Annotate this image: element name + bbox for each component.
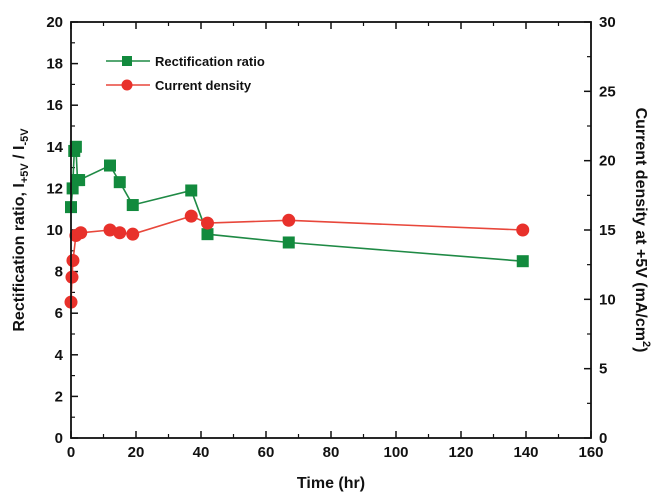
rectification-ratio-point: [516, 255, 529, 268]
rectification-ratio-point: [282, 236, 295, 249]
right-y-axis-title-part: Current density at +5V (mA/cm: [632, 108, 649, 341]
current-density-line: [70, 215, 523, 303]
current-density-point: [201, 216, 214, 230]
left-y-axis-title-part: Rectification ratio, I: [11, 183, 28, 331]
rectification-ratio-line: [70, 146, 523, 262]
x-tick-label: 0: [67, 444, 75, 461]
right-y-axis-title-part: ): [632, 347, 649, 352]
left-y-tick-label: 0: [55, 430, 63, 447]
left-y-tick-label: 18: [46, 56, 63, 73]
rectification-ratio-point: [126, 199, 139, 212]
left-y-tick-label: 10: [46, 222, 63, 239]
right-y-tick-label: 10: [599, 291, 616, 308]
left-y-tick-label: 16: [46, 97, 63, 114]
right-y-tick-label: 25: [599, 83, 616, 100]
rectification-ratio-point: [104, 159, 116, 172]
x-axis-title: Time (hr): [297, 475, 365, 492]
plot-frame: [70, 21, 592, 439]
x-tick-label: 20: [128, 444, 145, 461]
legend: Rectification ratio Current density: [106, 54, 265, 93]
right-y-tick-label: 30: [599, 14, 616, 31]
x-tick-label: 40: [193, 444, 210, 461]
rectification-ratio-point: [185, 184, 198, 197]
x-tick-label: 80: [323, 444, 340, 461]
left-y-tick-label: 6: [55, 305, 63, 322]
axis-ticks: 0 20 40 60 80 100 120 140 1600246810121416182005…: [46, 14, 615, 461]
left-y-axis-title-part: -5V: [19, 128, 31, 146]
left-y-tick-label: 20: [46, 14, 63, 31]
current-density-point: [103, 223, 117, 237]
left-y-tick-label: 12: [46, 180, 63, 197]
right-y-tick-label: 0: [599, 430, 607, 447]
current-density-point: [74, 226, 88, 240]
right-y-tick-label: 20: [599, 153, 616, 170]
left-y-tick-label: 8: [55, 264, 63, 281]
legend-marker-current-density: [121, 79, 133, 91]
current-density-point: [113, 226, 127, 240]
current-density-point: [66, 254, 80, 268]
legend-marker-rectification-ratio: [122, 56, 132, 66]
right-y-tick-label: 15: [599, 222, 616, 239]
left-y-tick-label: 4: [55, 347, 64, 364]
x-tick-label: 100: [383, 444, 408, 461]
legend-label-rectification-ratio: Rectification ratio: [155, 54, 265, 69]
current-density-point: [282, 213, 296, 227]
right-y-tick-label: 5: [599, 361, 607, 378]
current-density-point: [184, 209, 198, 223]
left-y-axis-title: Rectification ratio, I+5V / I-5V: [11, 128, 31, 332]
x-tick-label: 140: [513, 444, 538, 461]
x-tick-label: 160: [578, 444, 603, 461]
series-layer: [64, 140, 530, 309]
left-y-axis-title-part: +5V: [19, 163, 31, 184]
current-density-point: [65, 270, 79, 284]
current-density-point: [126, 227, 140, 241]
rectification-ratio-point: [113, 176, 126, 189]
right-y-axis-title: Current density at +5V (mA/cm2): [632, 108, 652, 353]
left-y-tick-label: 14: [46, 139, 63, 156]
right-y-axis-title-part: 2: [640, 341, 652, 347]
x-tick-label: 120: [448, 444, 473, 461]
rectification-ratio-point: [73, 174, 86, 187]
rectification-ratio-point: [69, 140, 82, 153]
left-y-axis-title-part: / I: [11, 145, 28, 163]
rectification-ratio-point: [201, 228, 214, 241]
x-tick-label: 60: [258, 444, 275, 461]
legend-label-current-density: Current density: [155, 78, 252, 93]
current-density-point: [516, 223, 530, 237]
left-y-tick-label: 2: [55, 388, 63, 405]
